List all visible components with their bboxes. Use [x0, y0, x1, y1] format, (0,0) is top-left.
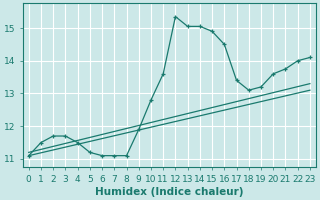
X-axis label: Humidex (Indice chaleur): Humidex (Indice chaleur) [95, 187, 244, 197]
